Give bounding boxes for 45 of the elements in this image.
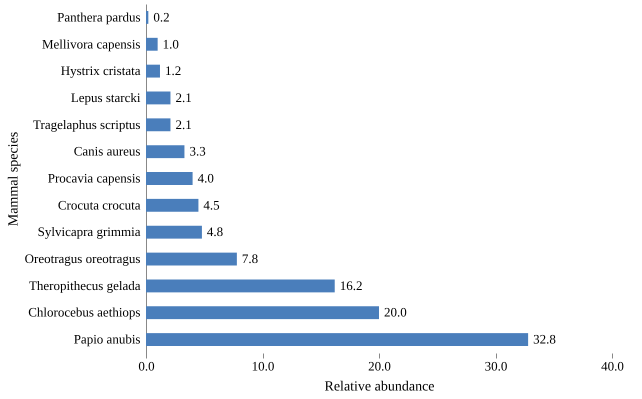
- y-tick-label: Papio anubis: [74, 332, 140, 347]
- bar: [146, 226, 202, 239]
- data-label: 1.2: [164, 63, 182, 78]
- bar: [146, 252, 237, 266]
- bar: [146, 306, 379, 320]
- data-label: 4.0: [198, 170, 214, 186]
- x-tick-label: 0.0: [138, 358, 155, 374]
- y-tick-label: Chlorocebus aethiops: [28, 304, 140, 320]
- bar: [146, 333, 528, 346]
- data-label: 1.0: [162, 36, 179, 52]
- bar: [146, 92, 170, 104]
- data-label: 16.2: [340, 278, 362, 293]
- y-tick-label: Lepus starcki: [70, 90, 141, 105]
- x-tick-label: 10.0: [252, 358, 274, 374]
- data-label: 20.0: [384, 304, 407, 320]
- x-tick-label: 40.0: [601, 358, 624, 374]
- y-tick-label: Tragelaphus scriptus: [33, 116, 140, 132]
- data-label: 2.1: [175, 116, 192, 132]
- y-tick-label: Theropithecus gelada: [28, 278, 141, 293]
- data-label: 3.3: [189, 144, 206, 159]
- y-tick-label: Crocuta crocuta: [58, 197, 141, 212]
- bar: [146, 279, 335, 292]
- bar: [146, 198, 198, 212]
- bar: [146, 172, 193, 185]
- y-tick-label: Canis aureus: [74, 144, 140, 159]
- bar: [146, 118, 170, 132]
- data-label: 7.8: [242, 251, 258, 266]
- data-label: 4.5: [203, 197, 220, 212]
- bar: [146, 145, 184, 158]
- y-tick-label: Hystrix cristata: [60, 63, 141, 78]
- y-tick-label: Sylvicapra grimmia: [38, 224, 141, 240]
- x-axis-title: Relative abundance: [324, 380, 435, 394]
- x-tick-label: 30.0: [484, 358, 508, 374]
- y-tick-label: Mellivora capensis: [42, 36, 140, 52]
- x-tick-label: 20.0: [368, 358, 391, 374]
- y-tick-label: Oreotragus oreotragus: [24, 251, 140, 266]
- y-tick-label: Panthera pardus: [57, 9, 140, 24]
- data-label: 32.8: [533, 332, 556, 347]
- data-label: 0.2: [153, 9, 170, 24]
- y-axis-title: Mammal species: [6, 132, 22, 226]
- bar: [146, 64, 160, 78]
- data-label: 4.8: [206, 224, 224, 240]
- data-label: 2.1: [175, 90, 192, 105]
- y-tick-label: Procavia capensis: [48, 170, 140, 186]
- bar: [146, 38, 158, 51]
